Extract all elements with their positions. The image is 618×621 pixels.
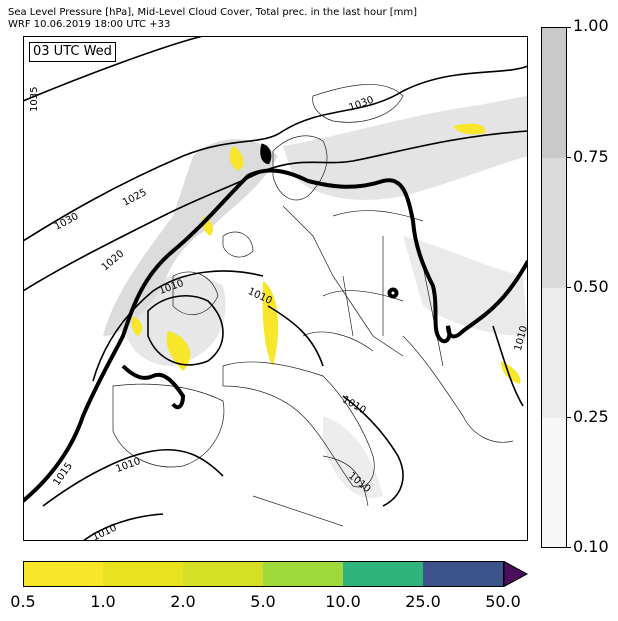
precip-colorbar-band <box>423 561 503 587</box>
cloud-colorbar-label: 0.50 <box>573 277 609 296</box>
cloud-band-50-75 <box>542 158 566 288</box>
precip-colorbar-band <box>23 561 103 587</box>
cloud-colorbar-label: 0.25 <box>573 407 609 426</box>
precip-colorbar-label: 2.0 <box>170 592 196 611</box>
precipitation-colorbar <box>23 561 529 587</box>
precip-colorbar-band <box>183 561 263 587</box>
colorbar-tick <box>567 287 571 288</box>
cloud-band-25-50 <box>542 288 566 418</box>
precip-colorbar-label: 0.5 <box>10 592 36 611</box>
precip-colorbar-label: 1.0 <box>90 592 116 611</box>
precip-colorbar-label: 50.0 <box>485 592 521 611</box>
map-frame <box>23 36 528 541</box>
cloud-colorbar-label: 0.75 <box>573 147 609 166</box>
colorbar-tick <box>567 157 571 158</box>
chart-title-line-2: WRF 10.06.2019 18:00 UTC +33 <box>8 19 171 30</box>
isobar-label: 1035 <box>29 87 40 112</box>
cloud-colorbar-label: 1.00 <box>573 16 609 35</box>
precip-colorbar-band <box>263 561 343 587</box>
chart-title-line-1: Sea Level Pressure [hPa], Mid-Level Clou… <box>8 7 418 18</box>
colorbar-extend-arrow <box>503 561 529 587</box>
weather-map: 1035 1030 1030 1025 1020 1010 1010 1010 … <box>23 36 528 541</box>
colorbar-tick <box>567 417 571 418</box>
cloud-cover-colorbar <box>541 27 567 548</box>
precip-colorbar-label: 10.0 <box>325 592 361 611</box>
forecast-time-label: 03 UTC Wed <box>29 42 116 62</box>
isobar-1015-thick <box>23 143 528 503</box>
isobar-label: 1010 <box>513 325 528 352</box>
cloud-band-10-25 <box>542 418 566 547</box>
precip-colorbar-band <box>103 561 183 587</box>
cloud-band-75-100 <box>542 28 566 158</box>
colorbar-tick <box>567 547 571 548</box>
colorbar-frame <box>23 561 504 587</box>
colorbar-tick <box>567 27 571 28</box>
precip-colorbar-label: 25.0 <box>405 592 441 611</box>
precip-colorbar-label: 5.0 <box>250 592 276 611</box>
precip-colorbar-band <box>343 561 423 587</box>
cloud-colorbar-label: 0.10 <box>573 537 609 556</box>
